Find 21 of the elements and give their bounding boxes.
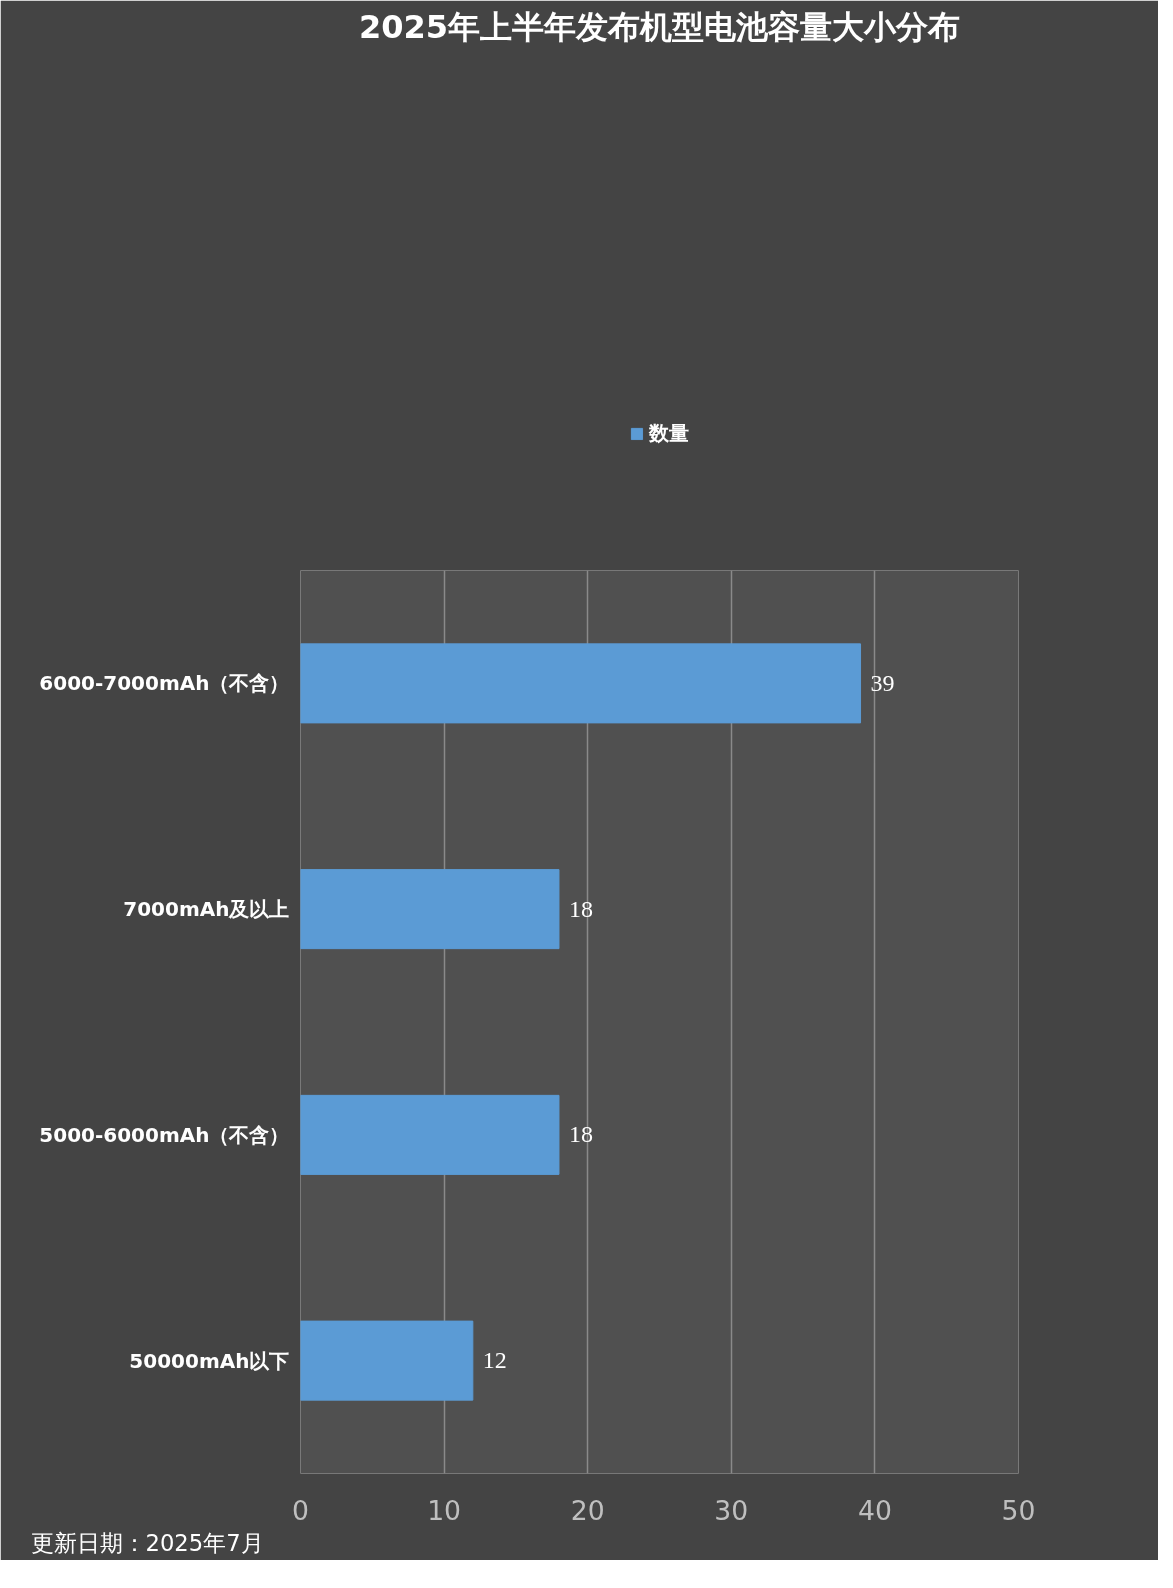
bar [300, 1320, 474, 1401]
x-tick-label: 20 [570, 1494, 605, 1526]
y-tick-label: 50000mAh以下 [129, 1348, 290, 1373]
x-tick-label: 0 [292, 1494, 309, 1526]
data-label: 18 [568, 895, 593, 922]
x-tick-label: 40 [857, 1494, 892, 1526]
x-tick-label: 50 [1001, 1494, 1036, 1526]
bar [300, 869, 560, 950]
y-tick-label: 5000-6000mAh（不含） [39, 1122, 290, 1147]
y-tick-label: 7000mAh及以上 [123, 897, 290, 922]
chart-title: 2025年上半年发布机型电池容量大小分布 [358, 7, 961, 46]
data-label: 39 [870, 669, 895, 696]
bar [300, 643, 862, 724]
x-tick-label: 30 [714, 1494, 749, 1526]
x-tick-label: 10 [427, 1494, 462, 1526]
y-tick-label: 6000-7000mAh（不含） [39, 671, 290, 696]
bar [300, 1094, 560, 1175]
text: 更新日期：2025年7月 [30, 1529, 264, 1556]
data-label: 12 [482, 1347, 507, 1374]
legend-label: 数量 [648, 419, 689, 447]
data-label: 18 [568, 1121, 593, 1148]
